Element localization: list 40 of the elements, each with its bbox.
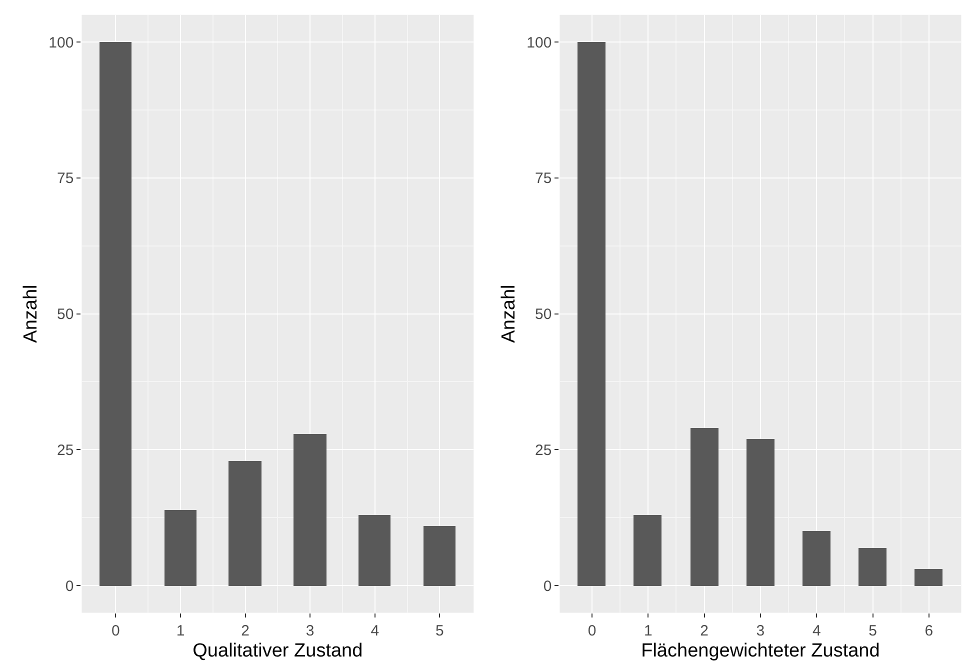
- y-tick-label: 50: [535, 306, 552, 324]
- y-axis-title: Anzahl: [498, 284, 520, 343]
- bar: [164, 510, 197, 586]
- bar: [358, 514, 391, 586]
- y-tick-label: 75: [57, 170, 74, 188]
- x-tick-label: 0: [112, 622, 120, 640]
- x-tick-label: 1: [644, 622, 652, 640]
- bar: [802, 530, 831, 586]
- y-tick-label: 25: [535, 442, 552, 459]
- x-tick-label: 5: [868, 622, 877, 640]
- bar: [690, 428, 719, 586]
- bar: [294, 434, 327, 586]
- bar: [424, 526, 456, 586]
- x-tick-label: 2: [700, 622, 708, 640]
- x-tick-label: 3: [306, 622, 314, 640]
- y-tick-label: 100: [48, 34, 74, 52]
- x-tick-label: 2: [241, 622, 250, 640]
- bar: [634, 514, 662, 586]
- x-tick-label: 6: [924, 622, 934, 640]
- x-tick-label: 5: [435, 622, 444, 640]
- x-axis-title: Flächengewichteter Zustand: [641, 640, 880, 662]
- y-tick-label: 25: [57, 442, 74, 459]
- y-tick-label: 0: [543, 578, 552, 595]
- y-tick-label: 75: [535, 170, 552, 188]
- bar: [746, 438, 775, 586]
- y-tick-label: 0: [65, 578, 74, 595]
- x-tick-label: 0: [588, 622, 596, 640]
- bar: [858, 548, 887, 586]
- x-tick-label: 4: [812, 622, 821, 640]
- bar: [914, 568, 943, 586]
- x-tick-label: 1: [176, 622, 185, 640]
- bar: [228, 460, 262, 586]
- y-axis-title: Anzahl: [20, 284, 42, 343]
- y-tick-label: 100: [526, 34, 552, 52]
- x-tick-label: 4: [370, 622, 380, 640]
- bar: [100, 42, 132, 586]
- x-tick-label: 3: [756, 622, 765, 640]
- bar: [578, 42, 606, 586]
- x-axis-title: Qualitativer Zustand: [192, 640, 363, 662]
- y-tick-label: 50: [57, 306, 74, 324]
